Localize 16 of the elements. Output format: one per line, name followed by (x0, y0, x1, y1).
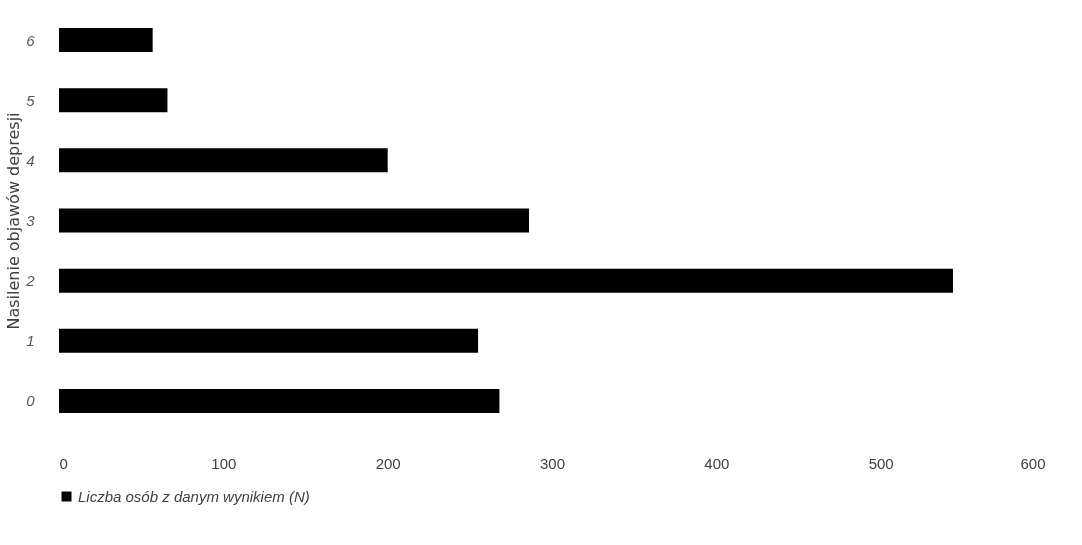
y-tick-label: 6 (26, 31, 36, 49)
y-tick-label: 0 (26, 392, 36, 410)
x-tick-label: 0 (59, 454, 68, 472)
x-tick-label: 200 (375, 454, 401, 472)
x-tick-label: 400 (704, 454, 730, 472)
y-tick-label: 4 (26, 151, 35, 169)
y-tick-label: 1 (26, 332, 35, 350)
x-tick-label: 100 (211, 454, 237, 472)
y-tick-label: 3 (26, 212, 36, 229)
x-tick-label: 500 (868, 454, 894, 472)
y-tick-label: 5 (26, 91, 36, 109)
x-tick-label: 300 (539, 454, 566, 472)
y-axis-title: Nasilenie objawów depresji (4, 112, 24, 330)
x-tick-label: 600 (1020, 454, 1046, 472)
y-tick-label: 2 (25, 272, 36, 290)
legend-label: Liczba osób z danym wynikiem (N) (78, 487, 310, 505)
